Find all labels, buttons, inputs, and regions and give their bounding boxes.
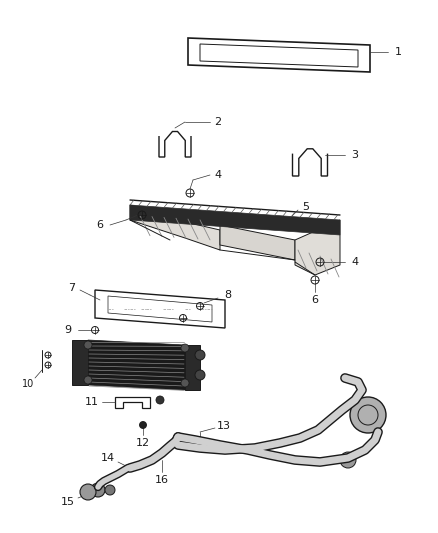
- Polygon shape: [220, 225, 295, 260]
- Text: 5: 5: [303, 202, 310, 212]
- Circle shape: [195, 370, 205, 380]
- Polygon shape: [130, 205, 340, 235]
- Text: 4: 4: [351, 257, 359, 267]
- Text: 14: 14: [101, 453, 115, 463]
- Text: 3: 3: [352, 150, 358, 160]
- Text: 8: 8: [224, 290, 232, 300]
- Circle shape: [195, 350, 205, 360]
- Circle shape: [350, 397, 386, 433]
- Circle shape: [181, 379, 189, 387]
- Circle shape: [105, 485, 115, 495]
- Circle shape: [139, 422, 146, 429]
- Text: 1: 1: [395, 47, 402, 57]
- Polygon shape: [88, 340, 185, 390]
- Text: 13: 13: [217, 421, 231, 431]
- Circle shape: [84, 376, 92, 384]
- Text: 12: 12: [136, 438, 150, 448]
- Polygon shape: [130, 205, 220, 250]
- Text: 11: 11: [85, 397, 99, 407]
- Circle shape: [80, 484, 96, 500]
- Text: 6: 6: [96, 220, 103, 230]
- Circle shape: [181, 344, 189, 352]
- Text: 10: 10: [22, 379, 34, 389]
- Circle shape: [340, 452, 356, 468]
- Text: 9: 9: [64, 325, 71, 335]
- Circle shape: [84, 341, 92, 349]
- Text: 7: 7: [68, 283, 76, 293]
- Text: 6: 6: [311, 295, 318, 305]
- Polygon shape: [185, 345, 200, 390]
- Text: 15: 15: [61, 497, 75, 507]
- Polygon shape: [295, 220, 340, 275]
- Polygon shape: [72, 340, 88, 385]
- Text: 16: 16: [155, 475, 169, 485]
- Text: 4: 4: [215, 170, 222, 180]
- Circle shape: [91, 483, 105, 497]
- Text: 2: 2: [215, 117, 222, 127]
- Circle shape: [156, 396, 164, 404]
